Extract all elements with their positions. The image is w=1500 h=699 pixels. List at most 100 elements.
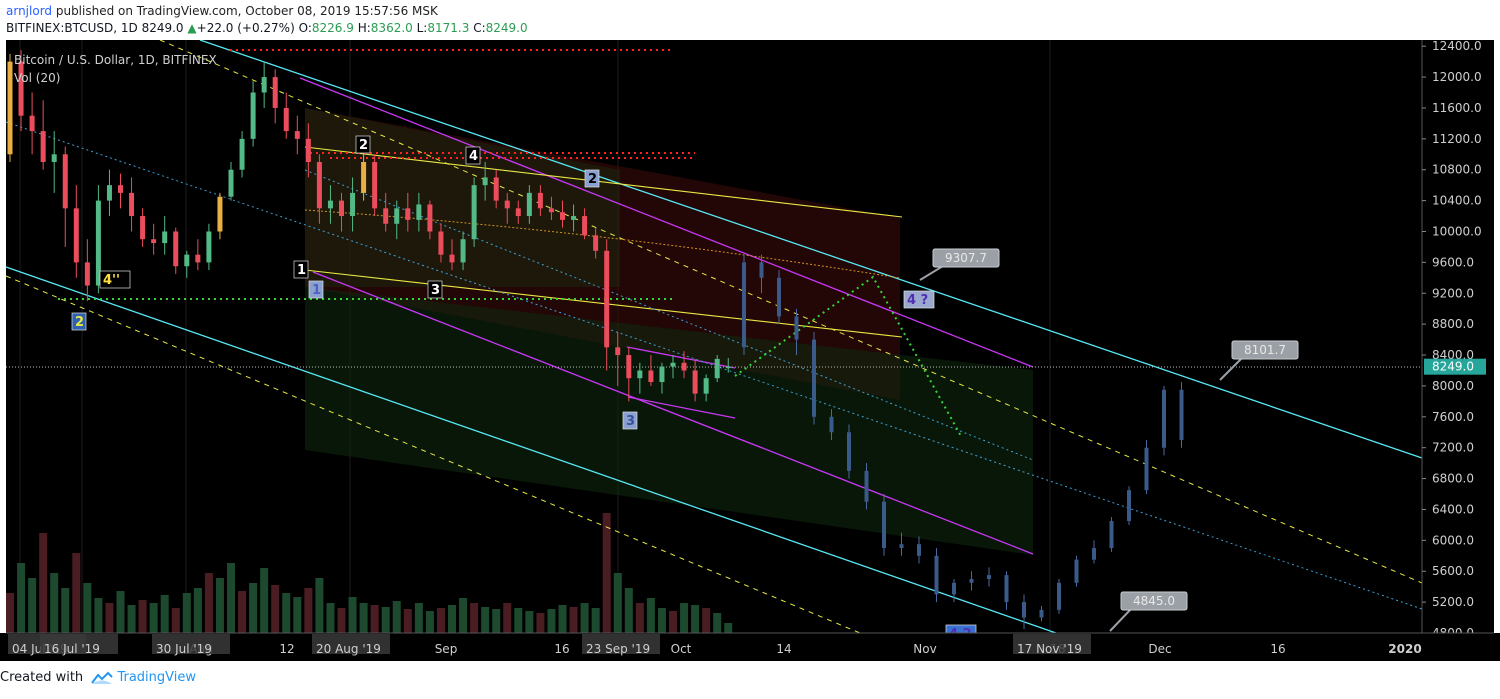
- time-axis[interactable]: Aug12Sep16Oct14Nov18Dec16202004 Jul '191…: [0, 632, 1500, 661]
- volume-bar: [680, 603, 689, 633]
- low-value: 8171.3: [427, 21, 470, 35]
- projected-body: [1109, 521, 1114, 549]
- projected-candles: [742, 254, 1184, 630]
- time-highlight-label: 23 Sep '19: [586, 642, 650, 656]
- volume-bar: [525, 611, 534, 633]
- yellow-line-lower[interactable]: [304, 269, 903, 338]
- price-tick-label: 6000.0: [1432, 533, 1474, 547]
- wave-label-box: [308, 280, 324, 299]
- projected-body: [987, 575, 991, 579]
- candle-body: [18, 61, 24, 116]
- candle-body: [383, 208, 389, 224]
- projected-body: [794, 316, 799, 340]
- price-axis[interactable]: 12400.0 12000.0 11600.0 11200.0 10800.0 10400…: [1421, 40, 1494, 661]
- volume-bar: [28, 578, 37, 633]
- time-highlight-label: 16 Jul '19: [44, 642, 100, 656]
- candle-body: [714, 358, 720, 379]
- volume-bar: [635, 603, 644, 633]
- volume-bar: [602, 513, 611, 633]
- candle-body: [162, 231, 168, 244]
- candle-body: [460, 239, 466, 263]
- candle-body: [725, 366, 731, 369]
- author-link[interactable]: arnjlord: [6, 4, 53, 18]
- candle-body: [7, 61, 13, 155]
- volume-bar: [470, 603, 479, 633]
- volume-bar: [436, 608, 445, 633]
- current-price-label: 8249.0: [1432, 360, 1474, 374]
- candle-body: [593, 235, 599, 251]
- volume-bar: [713, 613, 722, 633]
- projected-body: [1039, 609, 1044, 618]
- wave-label-box: [355, 135, 371, 154]
- volume-bar: [702, 608, 711, 633]
- candle-body: [526, 192, 532, 217]
- candle-body: [670, 362, 676, 367]
- volume-bar: [282, 593, 291, 633]
- volume-bar: [348, 597, 357, 633]
- candle-body: [206, 231, 212, 263]
- candle-body: [95, 200, 101, 286]
- yellow-dashed-lower[interactable]: [5, 275, 861, 634]
- projected-body: [742, 262, 746, 348]
- time-highlight-label: 17 Nov '19: [1017, 642, 1082, 656]
- projected-body: [1057, 582, 1061, 610]
- wave-label: 4 ?: [907, 293, 928, 308]
- wave-label: 3: [431, 283, 440, 298]
- candle-body: [438, 231, 444, 255]
- candle-body: [615, 347, 621, 356]
- magenta-channel-lower[interactable]: [312, 271, 1034, 555]
- trend-lines[interactable]: [5, 40, 1423, 634]
- projected-body: [934, 555, 939, 595]
- price-tick-label: 7200.0: [1432, 441, 1474, 455]
- candle-body: [548, 208, 554, 213]
- candle-body: [648, 370, 654, 383]
- green-zone: [305, 287, 1033, 555]
- candle-body: [173, 231, 179, 267]
- volume-bar: [127, 605, 136, 633]
- projected-body: [847, 432, 851, 471]
- projected-body: [899, 544, 904, 549]
- volume-bar: [536, 613, 545, 633]
- callout-price-label: 4845.0: [1133, 594, 1175, 608]
- cyan-channel-lower[interactable]: [5, 266, 1057, 634]
- volume-bar: [61, 588, 70, 633]
- volume-bar: [94, 598, 103, 633]
- candle-body: [416, 204, 422, 220]
- candle-body: [604, 250, 610, 348]
- candle-body: [482, 177, 488, 186]
- candle-body: [626, 355, 632, 379]
- last-price: 8249.0: [141, 21, 184, 35]
- price-tick-label: 5600.0: [1432, 564, 1474, 578]
- projected-body: [864, 470, 869, 502]
- orange-dotted-curve[interactable]: [304, 209, 901, 279]
- change-value: +22.0 (+0.27%): [196, 21, 295, 35]
- high-value: 8362.0: [370, 21, 413, 35]
- magenta-short[interactable]: [627, 396, 736, 419]
- tradingview-brand-link[interactable]: TradingView: [117, 670, 196, 685]
- magenta-channel-upper[interactable]: [299, 77, 1034, 368]
- yellow-dashed-upper[interactable]: [159, 40, 1423, 584]
- callout-box: [932, 248, 1000, 268]
- candle-body: [316, 161, 322, 209]
- volume-bar: [138, 600, 147, 633]
- volume-bar: [39, 533, 48, 633]
- projected-body: [829, 416, 834, 433]
- footer: Created with TradingView: [0, 670, 400, 694]
- price-tick-label: 12000.0: [1432, 70, 1482, 84]
- blue-dotted-inner[interactable]: [304, 169, 1034, 461]
- volume-indicator-label: Vol (20): [14, 71, 60, 85]
- volume-bar: [691, 605, 700, 633]
- callout-pointer: [1109, 608, 1132, 632]
- candle-body: [350, 192, 356, 217]
- callout-pointer: [919, 265, 944, 281]
- candle-body: [427, 204, 433, 232]
- cyan-channel-upper[interactable]: [199, 40, 1423, 459]
- projected-body: [882, 501, 886, 549]
- candle-body: [449, 254, 455, 263]
- volume-bar: [193, 588, 202, 633]
- green-projection-path[interactable]: [734, 275, 963, 439]
- candle-body: [703, 378, 709, 394]
- yellow-line-upper[interactable]: [304, 146, 903, 218]
